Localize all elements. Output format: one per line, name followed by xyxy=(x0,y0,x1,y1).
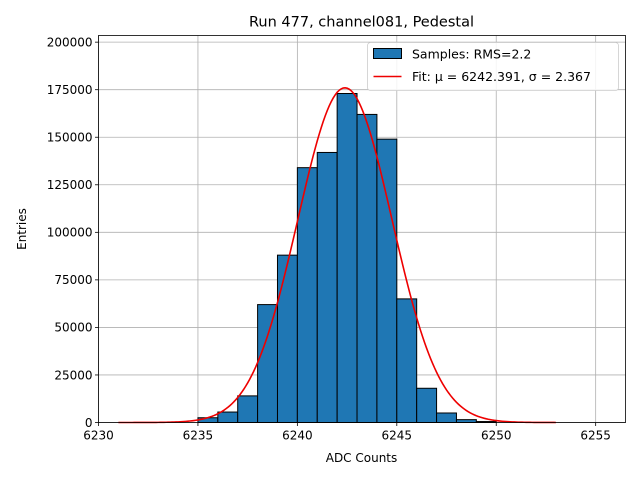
histogram-bar xyxy=(276,254,298,423)
y-tick-label: 50000 xyxy=(54,321,92,335)
y-axis-label: Entries xyxy=(15,208,29,250)
y-tick-label: 75000 xyxy=(54,273,92,287)
plot-frame xyxy=(98,35,626,423)
legend-box xyxy=(367,42,619,91)
x-tick-label: 6250 xyxy=(481,429,512,443)
histogram-bar xyxy=(217,411,239,423)
chart-title: Run 477, channel081, Pedestal xyxy=(249,15,474,31)
histogram-bar xyxy=(455,419,477,424)
y-tick-label: 100000 xyxy=(47,226,93,240)
histogram-bar xyxy=(316,151,338,423)
x-axis: 6230 6235 6240 6245 6250 6255 xyxy=(83,422,611,443)
x-tick-label: 6245 xyxy=(382,429,413,443)
histogram-bar xyxy=(257,304,278,423)
y-tick-label: 200000 xyxy=(47,35,93,49)
y-axis: 0 25000 50000 75000 100000 125000 150000 175000… xyxy=(47,35,99,430)
y-tick-label: 125000 xyxy=(47,178,93,192)
histogram-bars xyxy=(197,93,497,424)
y-tick-label: 25000 xyxy=(54,368,92,382)
x-axis-label: ADC Counts xyxy=(326,451,398,465)
x-tick-label: 6235 xyxy=(183,429,214,443)
histogram-bar xyxy=(237,395,259,423)
legend-fit-label: Fit: μ = 6242.391, σ = 2.367 xyxy=(412,69,591,84)
legend: Samples: RMS=2.2 Fit: μ = 6242.391, σ = … xyxy=(367,42,619,91)
fit-curve-line xyxy=(118,86,556,424)
legend-histogram-label: Samples: RMS=2.2 xyxy=(412,47,531,62)
histogram-bar xyxy=(416,387,438,423)
y-tick-label: 175000 xyxy=(47,83,93,97)
histogram-bar xyxy=(356,113,378,423)
x-tick-label: 6230 xyxy=(83,429,114,443)
legend-histogram-swatch xyxy=(373,48,402,59)
x-tick-label: 6240 xyxy=(282,429,313,443)
x-tick-label: 6255 xyxy=(580,429,611,443)
histogram-bar xyxy=(376,138,398,423)
histogram-bar xyxy=(436,412,457,423)
histogram-bar xyxy=(396,298,418,424)
histogram-bar xyxy=(336,93,358,423)
y-tick-label: 150000 xyxy=(47,131,93,145)
y-tick-label: 0 xyxy=(85,416,93,430)
